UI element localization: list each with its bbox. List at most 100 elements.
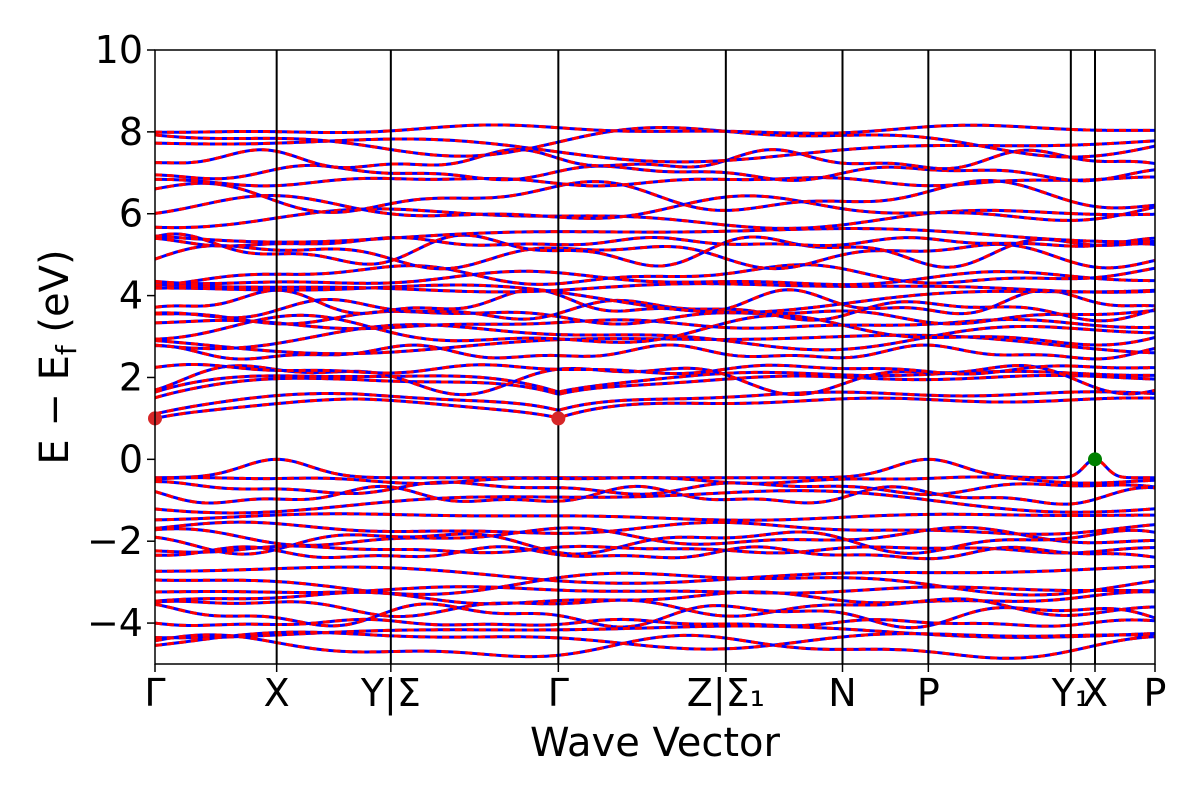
- band-spin-down-23-0: [155, 194, 1071, 222]
- band-spin-down-31-1: [1070, 457, 1155, 480]
- band-spin-down-49-0: [155, 624, 1071, 640]
- band-spin-down-38-1: [1070, 538, 1155, 545]
- band-spin-down-6-1: [1070, 346, 1155, 361]
- band-spin-down-33-0: [155, 480, 1071, 497]
- band-spin-down-21-1: [1070, 238, 1155, 244]
- band-spin-down-47-1: [1070, 607, 1155, 620]
- band-spin-down-7-1: [1070, 345, 1155, 355]
- band-spin-down-7-0: [155, 333, 1071, 356]
- band-spin-down-13-1: [1070, 293, 1155, 308]
- band-edge-marker-2: [1088, 452, 1102, 467]
- y-tick-label-3: 2: [119, 355, 143, 399]
- x-tick-label-4: Z|Σ₁: [687, 671, 765, 716]
- band-spin-down-24-1: [1070, 199, 1155, 210]
- x-tick-label-2: Y|Σ: [360, 671, 421, 716]
- y-tick-label-0: −4: [87, 601, 143, 645]
- band-spin-down-39-0: [155, 530, 1071, 556]
- x-tick-label-3: Γ: [548, 671, 569, 715]
- band-spin-down-3-1: [1070, 371, 1155, 377]
- band-spin-down-23-1: [1070, 205, 1155, 222]
- band-spin-down-46-1: [1070, 605, 1155, 617]
- band-spin-down-24-0: [155, 179, 1072, 214]
- y-tick-label-4: 4: [119, 274, 143, 318]
- band-spin-down-3-0: [155, 369, 1071, 394]
- band-spin-down-14-0: [155, 283, 1071, 314]
- band-spin-down-40-0: [155, 544, 1071, 555]
- band-spin-down-28-0: [155, 137, 1071, 164]
- band-spin-down-35-1: [1071, 507, 1155, 514]
- band-spin-down-45-1: [1070, 590, 1155, 600]
- band-spin-down-10-0: [155, 317, 1071, 331]
- band-spin-down-20-0: [155, 235, 1071, 248]
- kpoint-lines-layer: [275, 50, 1096, 664]
- band-spin-down-48-0: [155, 617, 1071, 628]
- y-tick-label-7: 10: [95, 28, 143, 72]
- band-spin-down-12-1: [1070, 308, 1155, 323]
- band-spin-down-15-0: [155, 282, 1071, 294]
- band-spin-down-15-1: [1070, 289, 1155, 294]
- markers-layer: [148, 411, 1102, 467]
- band-spin-down-51-0: [155, 633, 1071, 660]
- band-spin-down-39-1: [1070, 528, 1155, 540]
- band-spin-down-35-0: [155, 489, 1071, 515]
- plot-frame: [154, 49, 1156, 665]
- y-ticks-layer: −4 −2 0 2 4 6 8 10: [87, 28, 155, 645]
- band-spin-down-34-0: [155, 484, 1071, 506]
- x-ticks-layer: Γ X Y|Σ Γ Z|Σ₁ N P Y₁X P: [144, 664, 1166, 716]
- x-tick-label-9: P: [1144, 671, 1167, 715]
- band-spin-down-50-1: [1071, 633, 1155, 638]
- band-spin-down-41-1: [1070, 551, 1155, 559]
- y-tick-label-6: 8: [119, 110, 143, 154]
- band-spin-down-19-1: [1070, 240, 1155, 247]
- y-axis-label: E − Ef (eV): [32, 249, 83, 464]
- y-tick-label-5: 6: [119, 192, 143, 236]
- band-spin-down-0-1: [1070, 396, 1155, 402]
- band-spin-down-46-0: [155, 597, 1071, 618]
- band-spin-down-6-0: [155, 343, 1071, 361]
- band-spin-down-22-1: [1070, 212, 1155, 217]
- band-spin-down-51-1: [1070, 635, 1155, 653]
- band-spin-down-18-1: [1070, 258, 1155, 270]
- band-spin-down-2-1: [1070, 374, 1155, 381]
- band-spin-up-39-0: [155, 530, 1071, 556]
- x-tick-label-7: Y₁: [1051, 671, 1090, 715]
- band-spin-down-28-1: [1070, 139, 1155, 147]
- y-tick-label-1: −2: [87, 519, 143, 563]
- band-spin-down-9-1: [1070, 335, 1155, 347]
- band-spin-down-25-0: [155, 176, 1071, 188]
- band-spin-down-18-0: [155, 242, 1072, 271]
- band-spin-down-13-0: [155, 288, 1072, 316]
- band-spin-down-12-0: [155, 297, 1072, 322]
- band-spin-down-32-1: [1070, 478, 1155, 485]
- x-tick-label-1: X: [264, 671, 290, 715]
- bands-layer: [155, 123, 1155, 660]
- band-spin-down-42-1: [1070, 564, 1155, 572]
- band-spin-down-11-0: [155, 309, 1071, 326]
- band-spin-down-30-1: [1070, 127, 1155, 132]
- band-spin-down-32-0: [155, 475, 1071, 485]
- x-tick-label-8: X: [1082, 671, 1108, 715]
- band-spin-down-5-1: [1070, 364, 1155, 370]
- band-spin-down-33-1: [1070, 483, 1155, 489]
- x-axis-label: Wave Vector: [530, 720, 781, 766]
- band-spin-down-34-1: [1070, 486, 1155, 506]
- band-spin-down-19-0: [155, 232, 1071, 269]
- band-spin-down-27-0: [155, 147, 1071, 171]
- band-spin-down-48-1: [1070, 618, 1155, 627]
- band-spin-down-50-0: [155, 630, 1071, 651]
- band-spin-down-26-1: [1070, 168, 1155, 183]
- band-spin-down-4-1: [1070, 376, 1155, 396]
- band-spin-down-17-0: [155, 263, 1071, 287]
- x-tick-label-0: Γ: [144, 671, 165, 715]
- band-spin-down-10-1: [1070, 321, 1155, 329]
- band-spin-down-44-0: [155, 585, 1071, 595]
- band-spin-down-36-0: [155, 512, 1071, 522]
- band-spin-down-41-0: [155, 545, 1071, 561]
- band-spin-down-37-1: [1070, 523, 1155, 535]
- band-spin-down-8-1: [1070, 326, 1155, 335]
- band-spin-down-38-0: [155, 525, 1071, 547]
- band-spin-down-0-0: [155, 396, 1071, 420]
- band-spin-down-27-1: [1070, 156, 1155, 166]
- band-spin-down-5-0: [155, 362, 1071, 376]
